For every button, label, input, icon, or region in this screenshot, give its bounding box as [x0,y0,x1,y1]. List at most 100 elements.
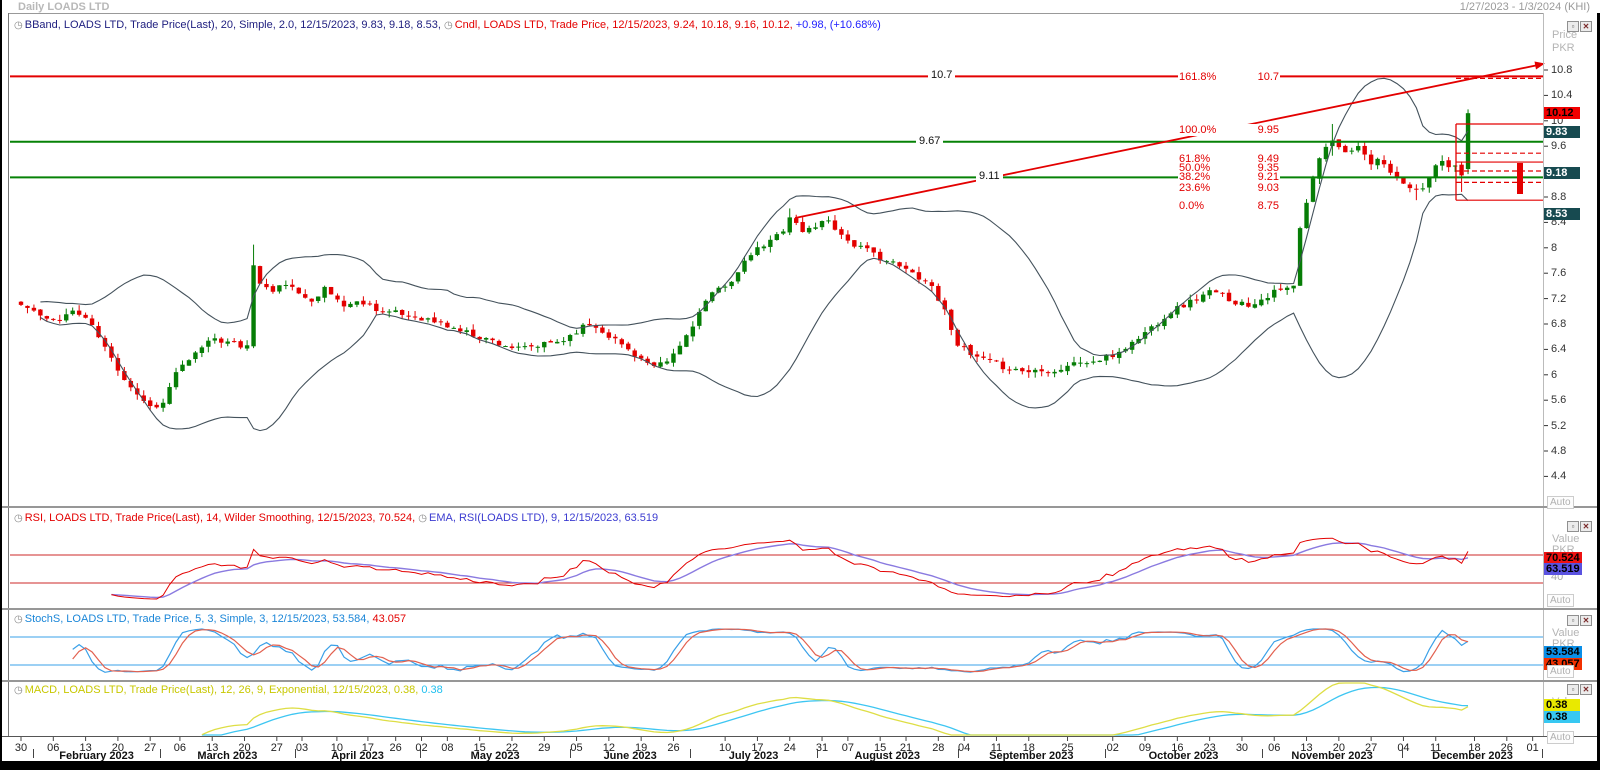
day-tick-label: 17 [751,742,764,754]
day-tick-label: 16 [1171,742,1184,754]
level-label-10.7[interactable]: 10.7 [928,69,956,82]
day-tick-label: 15 [874,742,887,754]
panel-separator[interactable] [0,680,1600,682]
day-tick-label: 30 [1235,742,1249,754]
day-tick-label: 04 [958,742,971,754]
day-tick-label: 10 [719,742,732,754]
day-tick-label: 29 [538,742,551,754]
day-tick-label: 24 [783,742,796,754]
stoch-k-badge: 53.584 [1544,646,1582,659]
fib-pct: 23.6% [1179,182,1211,195]
legend-change: +0.98, (+10.68%) [795,19,881,31]
month-separator [33,749,35,758]
month-separator [570,749,572,758]
day-tick-label: 13 [79,742,92,754]
minimize-icon[interactable]: ▫ [1567,615,1579,626]
clock-icon: ◷ [14,685,23,696]
month-label: June 2023 [603,750,657,762]
month-label: November 2023 [1291,750,1373,762]
bollinger-middle-badge: 9.18 [1544,166,1580,179]
auto-scale-button-main[interactable]: Auto [1547,496,1574,509]
bollinger-upper-badge: 9.83 [1544,125,1580,138]
panel-separator[interactable] [0,506,1600,508]
minimize-icon[interactable]: ▫ [1567,21,1579,32]
price-tick-label: 8 [1551,241,1558,254]
close-icon[interactable]: ✕ [1580,521,1592,532]
day-tick-label: 13 [206,742,219,754]
legend-stoch-d: 43.057 [372,613,407,625]
auto-scale-button-xaxis[interactable]: Auto [1547,731,1574,744]
minimize-icon[interactable]: ▫ [1567,684,1579,695]
day-tick-label: 15 [473,742,486,754]
price-tick-label: 10.8 [1551,64,1573,76]
panel-separator[interactable] [0,608,1600,610]
legend-cndl[interactable]: Cndl, LOADS LTD, Trade Price, 12/15/2023… [454,19,796,31]
fib-price: 8.75 [1257,200,1279,213]
fib-price: 9.95 [1257,123,1279,136]
auto-scale-button-rsi[interactable]: Auto [1547,594,1574,607]
legend-macd[interactable]: MACD, LOADS LTD, Trade Price(Last), 12, … [24,684,422,696]
day-tick-label: 06 [47,742,60,754]
day-tick-label: 01 [1526,742,1539,754]
month-label: August 2023 [854,750,920,762]
legend-rsi[interactable]: RSI, LOADS LTD, Trade Price(Last), 14, W… [24,512,419,524]
clock-icon: ◷ [14,20,23,31]
fib-pct: 100.0% [1179,123,1217,136]
day-tick-label: 02 [1106,742,1119,754]
month-label: April 2023 [331,750,384,762]
macd-signal-badge: 0.38 [1544,710,1580,723]
clock-icon: ◷ [418,513,428,524]
price-tick-label: 6.4 [1551,343,1567,356]
trendline-arrow-icon [1534,61,1545,70]
month-separator [420,749,422,758]
close-icon[interactable]: ✕ [1580,21,1592,32]
day-tick-label: 27 [270,742,283,754]
day-tick-label: 06 [173,742,187,754]
stoch-axis-title: Value [1552,627,1580,639]
month-separator [816,749,818,758]
day-tick-label: 20 [238,742,251,754]
legend-bband[interactable]: BBand, LOADS LTD, Trade Price(Last), 20,… [24,19,444,31]
rsi-legend: ◷ RSI, LOADS LTD, Trade Price(Last), 14, … [14,512,658,525]
price-tick-label: 5.6 [1551,394,1567,407]
month-separator [1402,749,1404,758]
day-tick-label: 04 [1397,742,1410,754]
level-label-9.67[interactable]: 9.67 [916,134,944,147]
day-tick-label: 03 [295,742,309,754]
day-tick-label: 11 [1430,742,1442,754]
close-icon[interactable]: ✕ [1580,684,1592,695]
window-left-border [0,0,2,770]
price-tick-label: 8.8 [1551,191,1567,203]
fib-pct: 0.0% [1179,200,1205,213]
day-tick-label: 02 [415,742,428,754]
legend-stoch-k[interactable]: StochS, LOADS LTD, Trade Price, 5, 3, Si… [24,613,373,625]
last-price-badge: 10.12 [1544,107,1580,120]
day-tick-label: 23 [1203,742,1216,754]
clock-icon: ◷ [14,614,23,625]
auto-scale-button-stoch[interactable]: Auto [1547,665,1574,678]
day-tick-label: 17 [361,742,375,754]
window-right-border [1597,13,1600,770]
price-tick-label: 4.4 [1551,470,1567,483]
fib-pct: 38.2% [1179,170,1211,183]
price-tick-label: 5.2 [1551,419,1567,432]
day-tick-label: 26 [1500,742,1513,754]
fib-label-38.2%: 38.2% 9.21 [1178,170,1280,183]
day-tick-label: 18 [1022,742,1035,754]
minimize-icon[interactable]: ▫ [1567,521,1579,532]
price-axis-unit: PKR [1552,42,1575,54]
day-tick-label: 21 [899,742,913,754]
day-tick-label: 18 [1468,742,1481,754]
day-tick-label: 25 [1061,742,1074,754]
day-tick-label: 30 [14,742,28,754]
price-tick-label: 7.2 [1551,292,1567,305]
month-separator [294,749,296,758]
price-tick-label: 10.4 [1551,89,1573,102]
legend-rsi-ema[interactable]: EMA, RSI(LOADS LTD), 9, 12/15/2023, 63.5… [429,512,659,524]
month-label: September 2023 [989,750,1074,762]
close-icon[interactable]: ✕ [1580,615,1592,626]
level-label-9.11[interactable]: 9.11 [976,170,1003,183]
day-tick-label: 19 [635,742,648,754]
